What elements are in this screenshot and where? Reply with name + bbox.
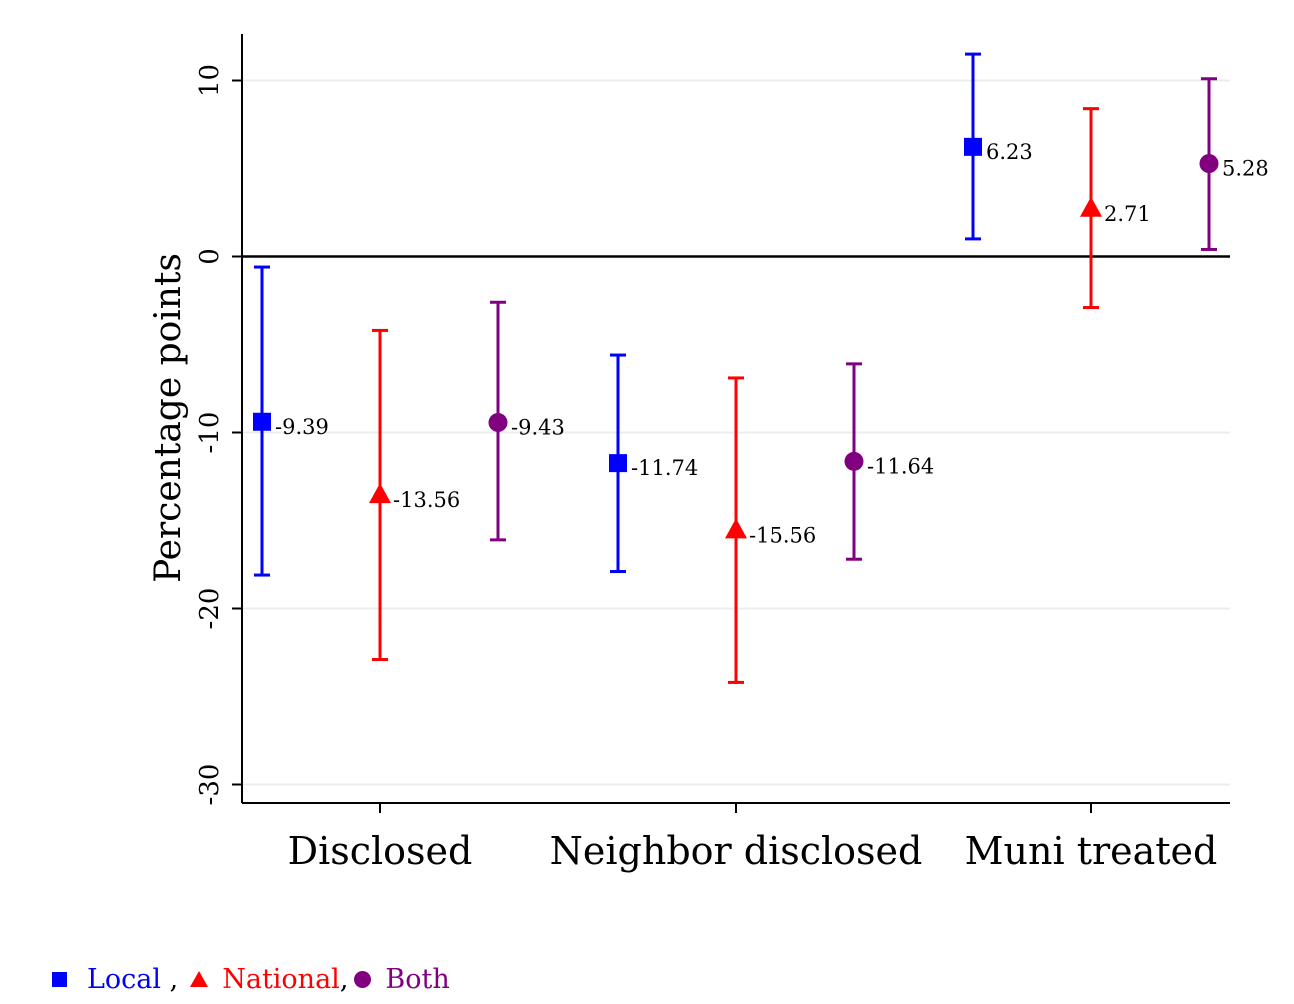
data-point-triangle <box>1080 196 1102 217</box>
legend-label-local: Local <box>87 963 162 995</box>
y-tick-label: 10 <box>195 64 225 97</box>
data-point-triangle <box>369 483 391 504</box>
series-national: -13.56 -15.56 2.71 <box>369 107 1151 684</box>
x-category-label: Muni treated <box>965 829 1218 873</box>
y-tick-label: -10 <box>195 412 225 454</box>
x-category-label: Neighbor disclosed <box>550 829 923 873</box>
legend-label-both: Both <box>385 963 450 995</box>
data-value-label: -9.39 <box>275 415 329 439</box>
data-point-triangle <box>725 518 747 539</box>
series: -9.39 -11.74 6.23 -13.56 -15.56 2.71 -9.43 -11.… <box>253 52 1269 684</box>
triangle-icon <box>190 971 209 987</box>
y-tick-label: -20 <box>195 588 225 630</box>
data-point-square <box>253 412 271 431</box>
legend-label-national: National <box>222 963 340 995</box>
data-value-label: -13.56 <box>393 488 460 512</box>
data-value-label: 5.28 <box>1222 157 1269 181</box>
data-value-label: -11.64 <box>867 454 934 478</box>
legend-item-national: National , <box>190 964 348 995</box>
square-icon <box>52 971 67 987</box>
data-point-square <box>609 454 627 473</box>
data-value-label: -9.43 <box>511 415 565 439</box>
x-ticks: Disclosed Neighbor disclosed Muni treated <box>288 803 1218 873</box>
legend-separator: , <box>161 963 179 995</box>
y-axis-title: Percentage points <box>148 253 189 583</box>
legend: Local , National , Both <box>52 962 450 996</box>
legend-item-both: Both <box>354 963 450 995</box>
data-point-circle <box>844 451 864 471</box>
data-value-label: -15.56 <box>749 523 816 547</box>
data-value-label: 2.71 <box>1104 202 1151 226</box>
data-value-label: 6.23 <box>986 140 1033 164</box>
legend-separator: , <box>339 963 349 995</box>
circle-icon <box>354 970 372 988</box>
y-tick-label: 0 <box>195 248 225 265</box>
data-point-circle <box>1199 154 1219 174</box>
data-point-circle <box>488 412 508 432</box>
y-tick-label: -30 <box>195 764 225 806</box>
y-ticks: 10 0 -10 -20 -30 <box>195 64 242 805</box>
data-point-square <box>964 137 982 156</box>
legend-item-local: Local , <box>52 964 178 995</box>
data-value-label: -11.74 <box>631 456 698 480</box>
series-local: -9.39 -11.74 6.23 <box>253 52 1033 577</box>
series-both: -9.43 -11.64 5.28 <box>488 77 1269 561</box>
x-category-label: Disclosed <box>288 829 473 873</box>
